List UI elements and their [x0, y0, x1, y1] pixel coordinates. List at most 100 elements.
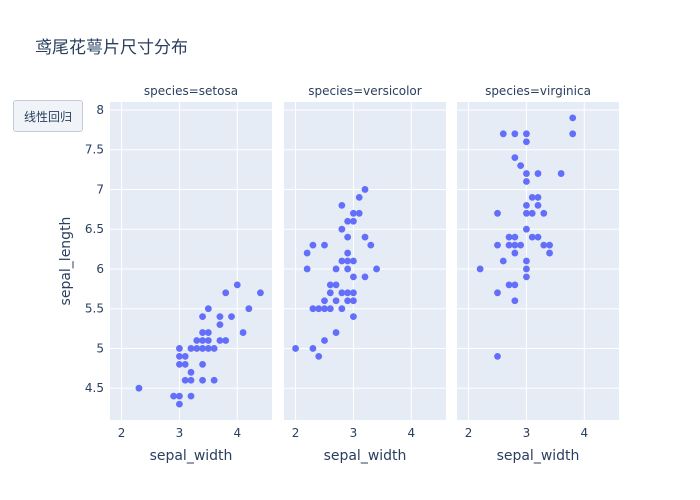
y-tick-label: 6.5 — [85, 222, 104, 236]
data-point — [199, 345, 206, 352]
linear-regression-button[interactable]: 线性回归 — [13, 100, 83, 132]
x-tick-label: 2 — [292, 426, 300, 440]
data-point — [350, 257, 357, 265]
data-point — [523, 170, 530, 177]
x-tick-label: 4 — [233, 426, 241, 440]
data-point — [523, 178, 530, 185]
data-point — [326, 281, 334, 289]
data-point — [494, 209, 501, 217]
data-point — [344, 289, 352, 297]
data-point — [216, 321, 224, 328]
facet-label: species=versicolor — [308, 84, 421, 98]
data-point — [321, 297, 328, 305]
data-point — [505, 281, 513, 289]
data-point — [344, 265, 352, 273]
data-point — [210, 376, 218, 384]
x-tick-label: 2 — [465, 426, 473, 440]
data-point — [199, 337, 206, 344]
data-point — [557, 170, 565, 177]
x-tick-label: 4 — [407, 426, 415, 440]
data-point — [540, 209, 548, 217]
data-point — [204, 345, 212, 352]
data-point — [233, 281, 241, 289]
data-point — [303, 265, 311, 273]
data-point — [187, 345, 195, 352]
data-point — [499, 257, 507, 265]
x-tick-label: 2 — [118, 426, 126, 440]
data-point — [367, 241, 375, 249]
data-point — [569, 130, 577, 138]
data-point — [309, 305, 317, 313]
data-point — [332, 297, 340, 305]
data-point — [210, 345, 218, 352]
data-point — [204, 305, 212, 313]
data-point — [181, 376, 189, 384]
data-point — [350, 217, 357, 225]
data-point — [222, 289, 230, 297]
data-point — [528, 233, 536, 241]
data-point — [511, 249, 519, 257]
data-point — [193, 345, 201, 352]
data-point — [534, 170, 542, 177]
y-tick-label: 6 — [96, 262, 104, 276]
data-point — [523, 265, 530, 273]
data-point — [321, 305, 328, 313]
data-point — [505, 241, 513, 249]
data-point — [181, 353, 189, 360]
data-point — [309, 241, 317, 249]
data-point — [361, 233, 369, 241]
x-tick-label: 3 — [523, 426, 531, 440]
data-point — [534, 233, 542, 241]
data-point — [344, 249, 352, 257]
data-point — [332, 265, 340, 273]
data-point — [523, 138, 530, 146]
data-point — [494, 289, 501, 297]
data-point — [338, 201, 346, 209]
data-point — [216, 313, 224, 321]
data-point — [546, 249, 553, 257]
x-tick-label: 3 — [176, 426, 184, 440]
data-point — [344, 233, 352, 241]
data-point — [239, 329, 247, 336]
data-point — [309, 345, 317, 352]
data-point — [199, 329, 206, 336]
data-point — [350, 273, 357, 281]
data-point — [187, 392, 195, 400]
data-point — [523, 273, 530, 281]
x-axis-title: sepal_width — [497, 448, 580, 464]
data-point — [193, 337, 201, 344]
data-point — [187, 376, 195, 384]
y-tick-label: 7 — [96, 182, 104, 196]
data-point — [350, 209, 357, 217]
data-point — [216, 337, 224, 344]
chart-title: 鸢尾花萼片尺寸分布 — [35, 38, 188, 58]
data-point — [569, 114, 577, 122]
data-point — [338, 305, 346, 313]
data-point — [303, 249, 311, 257]
plot-area — [284, 102, 446, 420]
data-point — [494, 241, 501, 249]
data-point — [528, 209, 536, 217]
data-point — [199, 313, 206, 321]
data-point — [199, 376, 206, 384]
data-point — [245, 305, 253, 313]
data-point — [326, 289, 334, 297]
data-point — [135, 384, 143, 392]
data-point — [546, 241, 553, 249]
data-point — [355, 209, 363, 217]
data-point — [511, 154, 519, 162]
data-point — [228, 313, 235, 321]
y-tick-label: 5 — [96, 341, 104, 355]
y-tick-label: 7.5 — [85, 143, 104, 157]
x-axis-title: sepal_width — [324, 448, 407, 464]
x-tick-label: 3 — [350, 426, 358, 440]
data-point — [350, 297, 357, 305]
data-point — [176, 400, 183, 408]
x-tick-label: 4 — [580, 426, 588, 440]
data-point — [176, 345, 183, 352]
data-point — [511, 297, 519, 305]
y-tick-label: 8 — [96, 103, 104, 117]
data-point — [511, 130, 519, 138]
